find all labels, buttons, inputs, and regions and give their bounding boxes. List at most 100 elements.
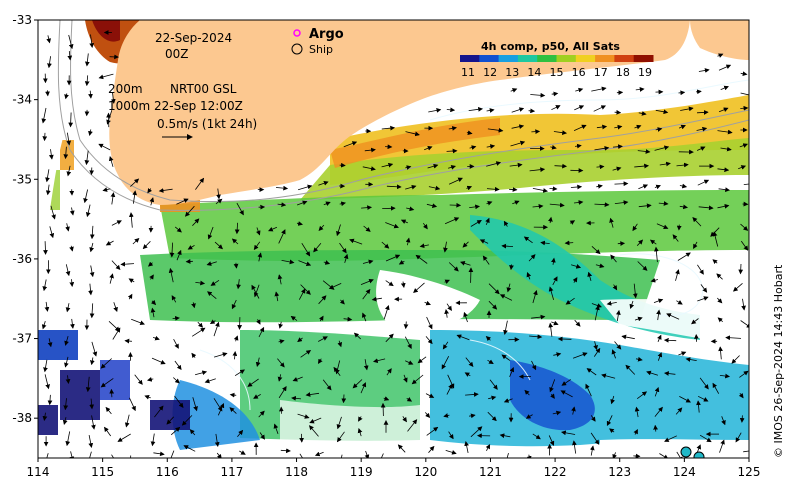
current-vector — [664, 371, 676, 376]
colorbar-swatch — [517, 55, 538, 62]
current-vector — [151, 357, 166, 365]
current-vector — [501, 354, 511, 361]
current-vector — [614, 341, 622, 350]
current-vector — [343, 141, 358, 148]
x-axis: 114 115 116 117 118 119 120 121 122 123 124 125 — [27, 458, 760, 479]
current-vector — [239, 450, 246, 455]
current-vector — [696, 110, 709, 115]
current-vector — [509, 162, 523, 168]
current-vector — [482, 255, 490, 265]
current-vector — [569, 220, 576, 225]
current-vector — [548, 286, 554, 301]
current-vector — [528, 108, 536, 114]
current-vector — [509, 367, 515, 378]
current-vector — [634, 316, 643, 322]
current-vector — [424, 412, 431, 419]
current-vector — [446, 303, 452, 311]
current-vector — [104, 426, 112, 437]
current-vector — [526, 454, 532, 458]
current-vector — [337, 340, 343, 348]
current-vector — [464, 372, 471, 377]
current-vector — [428, 445, 435, 453]
current-vector — [635, 356, 643, 362]
current-vector — [44, 301, 50, 312]
current-vector — [621, 334, 635, 340]
current-vector — [663, 337, 677, 343]
current-vector — [572, 277, 578, 283]
current-vector — [277, 202, 287, 208]
current-vector — [49, 226, 55, 239]
current-vector — [406, 206, 415, 212]
current-vector — [697, 264, 704, 275]
current-vector — [540, 240, 550, 246]
current-vector — [629, 300, 635, 310]
colorbar-tick-label: 11 — [461, 66, 475, 79]
current-vector — [589, 445, 595, 456]
current-vector — [445, 450, 457, 455]
current-vector — [229, 407, 237, 414]
current-vector — [649, 239, 657, 245]
current-vector — [405, 184, 417, 190]
product-time-label: 22-Sep 12:00Z — [154, 99, 243, 113]
current-vector — [66, 165, 72, 177]
current-vector — [46, 453, 49, 458]
current-vector — [659, 161, 671, 167]
current-vector — [487, 127, 504, 133]
current-vector — [731, 355, 740, 364]
current-vector — [739, 143, 748, 148]
current-vector — [718, 187, 730, 192]
current-vector — [444, 309, 449, 318]
current-vector — [675, 407, 683, 415]
current-vector — [419, 243, 429, 249]
current-vector — [511, 124, 525, 129]
colorbar-tick-label: 15 — [550, 66, 564, 79]
current-vector — [259, 432, 265, 440]
scale-arrow-label: 0.5m/s (1kt 24h) — [157, 117, 257, 131]
current-vector — [237, 429, 244, 438]
current-vector — [187, 245, 195, 250]
current-vector — [594, 202, 610, 208]
current-vector — [679, 396, 692, 403]
current-vector — [85, 204, 91, 218]
current-vector — [234, 369, 245, 377]
current-vector — [720, 146, 732, 152]
x-tick-label: 120 — [414, 465, 437, 479]
current-vector — [184, 205, 195, 217]
current-vector — [45, 169, 50, 183]
colorbar-tick-label: 12 — [483, 66, 497, 79]
current-vector — [614, 124, 623, 130]
current-vector — [403, 374, 408, 383]
current-vector — [443, 413, 450, 418]
current-vector — [63, 398, 69, 411]
current-vector — [253, 284, 260, 298]
current-vector — [696, 126, 708, 132]
current-vector — [526, 272, 532, 280]
current-vector — [655, 127, 663, 132]
current-vector — [405, 131, 420, 137]
current-vector — [343, 316, 353, 322]
current-vector — [386, 184, 402, 190]
current-vector — [131, 318, 145, 326]
current-vector — [448, 262, 459, 272]
current-vector — [678, 90, 686, 96]
current-vector — [721, 416, 726, 426]
current-vector — [206, 261, 217, 266]
current-vector — [446, 383, 453, 395]
current-vector — [364, 147, 376, 153]
current-vector — [740, 105, 749, 111]
current-vector — [112, 327, 121, 340]
current-vector — [615, 309, 621, 322]
current-vector — [531, 129, 541, 135]
current-vector — [573, 200, 584, 205]
current-vector — [109, 273, 114, 284]
current-vector — [336, 431, 345, 443]
current-vector — [574, 143, 582, 149]
current-vector — [717, 297, 723, 304]
current-vector — [666, 313, 680, 320]
current-vector — [278, 386, 287, 399]
current-vector — [291, 395, 302, 401]
current-vector — [113, 302, 118, 313]
colorbar-tick-label: 17 — [594, 66, 608, 79]
current-vector — [381, 241, 390, 249]
x-tick-label: 123 — [608, 465, 631, 479]
